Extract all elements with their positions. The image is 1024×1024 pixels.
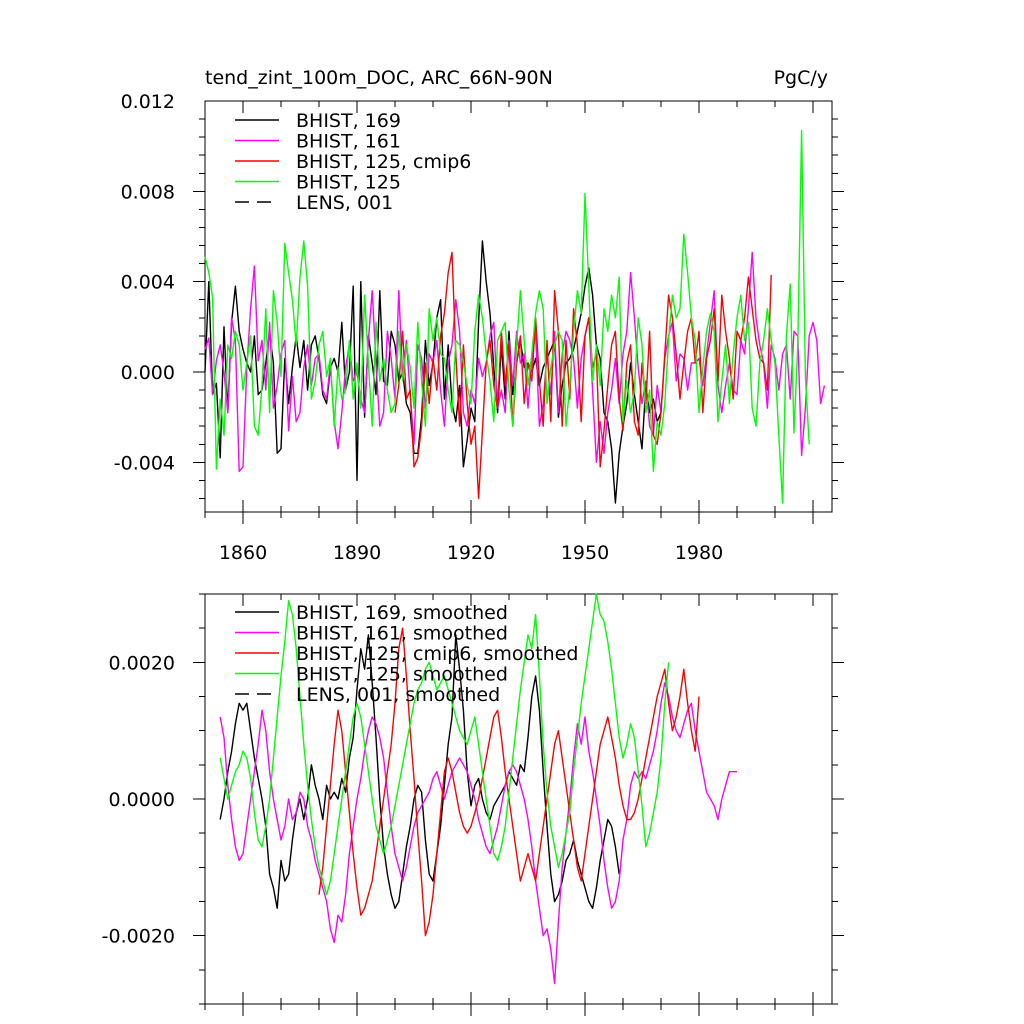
plot-frame xyxy=(204,100,833,513)
legend-label: BHIST, 125, smoothed xyxy=(296,664,508,686)
series-line-bhist-161-smoothed xyxy=(219,682,737,985)
y-tick-label: 0.008 xyxy=(121,181,175,203)
series-group xyxy=(204,129,826,504)
legend-label: BHIST, 125 xyxy=(296,172,401,194)
legend-label: BHIST, 161, smoothed xyxy=(296,623,508,645)
legend-label: BHIST, 161 xyxy=(296,131,401,153)
chart-title: tend_zint_100m_DOC, ARC_66N-90N xyxy=(205,67,553,89)
x-tick-label: 1950 xyxy=(561,542,609,564)
units-label: PgC/y xyxy=(774,67,828,89)
legend-label: BHIST, 125, cmip6 xyxy=(296,151,471,173)
series-line-bhist-169-smoothed xyxy=(219,634,620,909)
x-tick-label: 1890 xyxy=(333,542,381,564)
series-group xyxy=(219,593,737,985)
y-tick-label: 0.012 xyxy=(121,91,175,113)
x-tick-label: 1920 xyxy=(447,542,495,564)
y-tick-label: 0.004 xyxy=(121,272,175,294)
axis-ticks xyxy=(193,101,844,524)
y-tick-label: -0.004 xyxy=(114,452,175,474)
y-tick-labels: -0.0020 0.0000 0.0020 xyxy=(102,652,175,947)
y-tick-label: 0.000 xyxy=(121,362,175,384)
y-tick-label: 0.0000 xyxy=(109,789,175,811)
series-line-bhist-125-cmip6-smoothed xyxy=(318,627,700,937)
legend-label: BHIST, 125, cmip6, smoothed xyxy=(296,643,578,665)
series-line-bhist-125 xyxy=(204,129,810,504)
legend-label: LENS, 001 xyxy=(296,192,393,214)
y-tick-label: 0.0020 xyxy=(109,652,175,674)
legend-label: LENS, 001, smoothed xyxy=(296,684,500,706)
x-tick-label: 1980 xyxy=(675,542,723,564)
axis-ticks xyxy=(193,593,844,1016)
top-panel: tend_zint_100m_DOC, ARC_66N-90N PgC/y -0… xyxy=(114,67,844,564)
series-line-bhist-125-smoothed xyxy=(219,593,670,896)
y-tick-labels: -0.004 0.000 0.004 0.008 0.012 xyxy=(114,91,175,474)
x-tick-labels: 1860 1890 1920 1950 1980 xyxy=(219,542,723,564)
bottom-panel: -0.0020 0.0000 0.0020 BHIST, 169, smoothed… xyxy=(102,593,844,1016)
series-line-bhist-161 xyxy=(204,251,826,473)
legend-label: BHIST, 169, smoothed xyxy=(296,602,508,624)
x-tick-label: 1860 xyxy=(219,542,267,564)
series-line-bhist-125-cmip6 xyxy=(394,251,772,500)
y-tick-label: -0.0020 xyxy=(102,926,175,948)
legend-label: BHIST, 169 xyxy=(296,110,401,132)
